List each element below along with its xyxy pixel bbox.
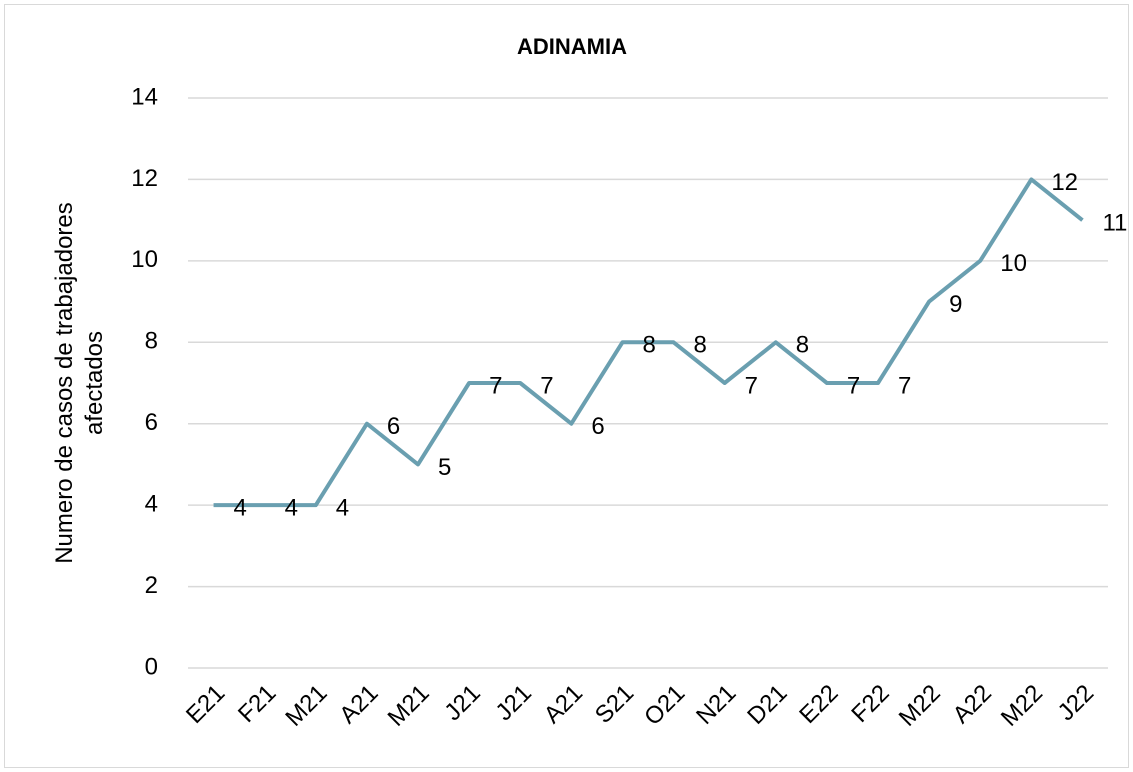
y-tick-label: 10 [131, 246, 158, 273]
y-tick-label: 0 [145, 653, 158, 680]
line [213, 177, 1084, 508]
y-tick-label: 12 [131, 165, 158, 192]
data-label: 8 [642, 332, 655, 359]
chart-border [4, 4, 1129, 768]
data-label: 4 [336, 494, 349, 521]
y-axis-label: Numero de casos de trabajadores afectado… [51, 202, 108, 564]
data-label: 4 [285, 494, 298, 521]
y-tick-label: 6 [145, 409, 158, 436]
data-label: 11 [1102, 209, 1127, 236]
data-label: 5 [438, 454, 451, 481]
data-label: 7 [540, 372, 553, 399]
y-tick-label: 2 [145, 572, 158, 599]
y-tick-label: 8 [145, 328, 158, 355]
data-label: 9 [949, 291, 962, 318]
data-label: 6 [387, 413, 400, 440]
chart-title: ADINAMIA [517, 34, 627, 59]
data-label: 7 [489, 372, 502, 399]
data-label: 7 [745, 372, 758, 399]
data-label: 8 [694, 332, 707, 359]
data-label: 10 [1000, 250, 1027, 277]
y-tick-label: 14 [131, 83, 158, 110]
data-label: 8 [796, 332, 809, 359]
data-label: 7 [847, 372, 860, 399]
data-label: 4 [234, 494, 247, 521]
data-label: 6 [591, 413, 604, 440]
data-label: 12 [1051, 169, 1078, 196]
y-tick-label: 4 [145, 490, 158, 517]
data-label: 7 [898, 372, 911, 399]
